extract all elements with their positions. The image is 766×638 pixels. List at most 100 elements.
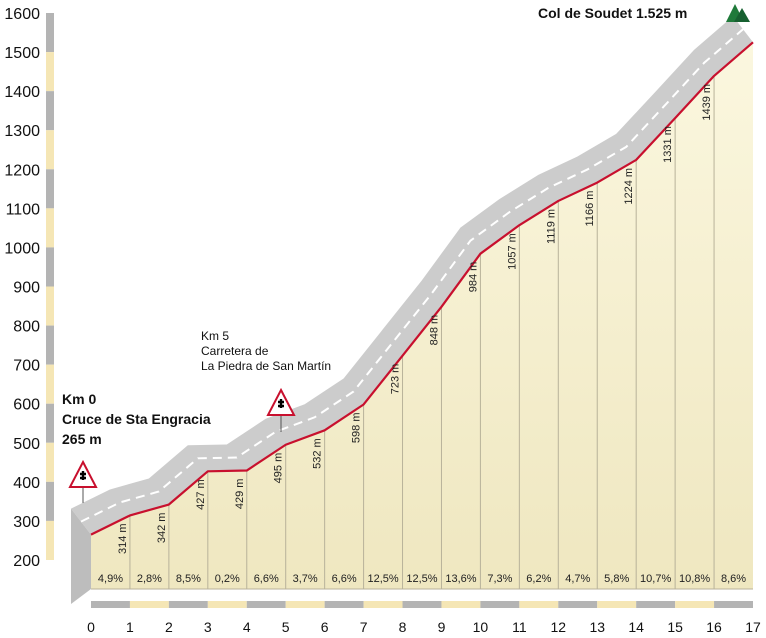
gradient-label: 6,6% (254, 573, 279, 585)
x-tick-label: 13 (589, 619, 605, 635)
summit-annotation: Col de Soudet 1.525 m (538, 4, 750, 22)
y-tick-label: 1200 (4, 162, 40, 179)
x-axis-segment (636, 601, 676, 608)
y-axis-scale-bar (46, 13, 54, 560)
km5-road-label: Carretera de (201, 344, 269, 358)
elevation-labels: 314 m 342 m 427 m 429 m 495 m 532 m 598 m 723 m… (117, 84, 713, 554)
gradient-label: 10,7% (640, 573, 671, 585)
y-axis-segment (46, 169, 54, 209)
x-tick-label: 5 (282, 619, 290, 635)
y-axis-segment (46, 442, 54, 482)
road-surface (71, 16, 753, 535)
elevation-label: 598 m (351, 412, 363, 443)
gradient-label: 6,6% (332, 573, 357, 585)
x-axis-segment (441, 601, 481, 608)
y-tick-label: 1600 (4, 6, 40, 23)
x-tick-label: 6 (321, 619, 329, 635)
gradient-label: 12,5% (367, 573, 398, 585)
x-tick-label: 12 (551, 619, 567, 635)
elevation-label: 314 m (117, 523, 129, 554)
y-axis-segment (46, 13, 54, 53)
x-axis-segment (363, 601, 403, 608)
y-axis-segment (46, 208, 54, 248)
x-axis-segment (168, 601, 208, 608)
x-tick-label: 1 (126, 619, 134, 635)
y-tick-label: 1500 (4, 45, 40, 62)
profile-fill (91, 42, 753, 589)
elevation-label: 1224 m (623, 168, 635, 205)
x-axis-scale-bar (91, 601, 753, 608)
gradient-label: 4,7% (565, 573, 590, 585)
y-tick-label: 400 (13, 475, 40, 492)
gradient-label: 6,2% (526, 573, 551, 585)
x-axis-segment (246, 601, 286, 608)
road-band (71, 16, 753, 604)
gradient-label: 8,5% (176, 573, 201, 585)
km-divider-lines (91, 75, 753, 590)
gradient-label: 2,8% (137, 573, 162, 585)
y-tick-label: 800 (13, 319, 40, 336)
elevation-label: 1057 m (506, 233, 518, 270)
y-tick-label: 1300 (4, 123, 40, 140)
y-tick-label: 1000 (4, 240, 40, 257)
summit-label: Col de Soudet 1.525 m (538, 5, 687, 21)
y-tick-label: 900 (13, 280, 40, 297)
y-axis-segment (46, 52, 54, 92)
x-tick-label: 9 (438, 619, 446, 635)
gradient-label: 10,8% (679, 573, 710, 585)
elevation-label: 1119 m (545, 209, 557, 244)
y-tick-label: 200 (13, 553, 40, 570)
x-tick-label: 15 (667, 619, 683, 635)
y-tick-label: 1100 (6, 201, 41, 218)
y-axis-segment (46, 91, 54, 131)
x-axis-segment (519, 601, 559, 608)
y-axis-segment (46, 286, 54, 326)
x-tick-label: 10 (473, 619, 489, 635)
elevation-label: 429 m (234, 479, 246, 510)
km5-label: Km 5 (201, 329, 229, 343)
x-axis-segment (597, 601, 637, 608)
km5-place-label: La Piedra de San Martín (201, 359, 331, 373)
y-axis-segment (46, 403, 54, 443)
profile-line (90, 41, 754, 536)
elevation-label: 984 m (467, 262, 479, 293)
profile-area (91, 42, 753, 589)
start-elevation-label: 265 m (62, 431, 102, 447)
start-km-label: Km 0 (62, 391, 96, 407)
junction-sign-start (68, 459, 98, 503)
elevation-label: 848 m (428, 315, 440, 346)
elevation-label: 427 m (195, 479, 207, 510)
x-axis-segment (480, 601, 520, 608)
road-centre-line (80, 28, 744, 523)
x-tick-label: 16 (706, 619, 722, 635)
y-tick-label: 1400 (4, 84, 40, 101)
elevation-label: 1439 m (701, 84, 713, 121)
x-axis-segment (91, 601, 130, 608)
y-axis-segment (46, 325, 54, 365)
elevation-label: 495 m (273, 453, 285, 484)
x-tick-label: 8 (399, 619, 407, 635)
junction-sign-km5 (266, 387, 296, 432)
gradient-label: 4,9% (98, 573, 123, 585)
gradient-label: 13,6% (445, 573, 476, 585)
elevation-label: 1166 m (584, 191, 596, 227)
y-tick-label: 600 (13, 397, 40, 414)
x-axis-segment (207, 601, 247, 608)
x-axis-segment (129, 601, 169, 608)
y-axis-segment (46, 481, 54, 521)
y-axis-segment (46, 364, 54, 404)
x-tick-label: 14 (628, 619, 644, 635)
mountain-pass-icon (726, 4, 750, 22)
x-axis-segment (675, 601, 715, 608)
elevation-label: 1331 m (662, 126, 674, 163)
gradient-label: 5,8% (604, 573, 629, 585)
x-tick-label: 17 (745, 619, 761, 635)
gradient-label: 0,2% (215, 573, 240, 585)
y-tick-label: 700 (13, 358, 40, 375)
y-tick-label: 300 (13, 514, 40, 531)
y-axis-segment (46, 247, 54, 287)
y-axis-segment (46, 520, 54, 560)
start-place-label: Cruce de Sta Engracia (62, 411, 211, 427)
gradient-label: 3,7% (293, 573, 318, 585)
